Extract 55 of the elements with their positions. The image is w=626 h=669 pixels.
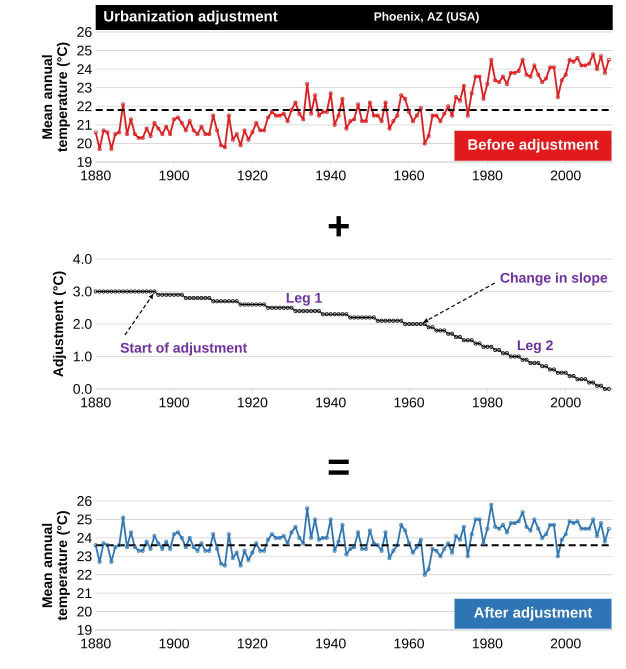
text: + bbox=[328, 216, 349, 236]
y-tick-label: 21 bbox=[77, 588, 92, 598]
x-tick-label: 1940 bbox=[316, 638, 346, 648]
x-tick-label: 1900 bbox=[160, 398, 190, 408]
y-tick-label: 2.0 bbox=[73, 319, 92, 329]
y-tick-label: 23 bbox=[77, 82, 92, 93]
x-tick-label: 1980 bbox=[472, 398, 502, 408]
y-axis-title: Adjustment (°C) bbox=[52, 272, 66, 377]
annotation: After adjustment bbox=[474, 606, 592, 621]
x-tick-label: 1980 bbox=[472, 170, 502, 180]
x-tick-label: 1980 bbox=[472, 638, 502, 648]
x-tick-label: 1960 bbox=[394, 170, 424, 180]
y-tick-label: 19 bbox=[78, 157, 92, 167]
x-tick-label: 1900 bbox=[160, 170, 190, 180]
annotation: Leg 1 bbox=[286, 293, 322, 306]
y-tick-label: 0.0 bbox=[73, 384, 92, 394]
x-tick-label: 1920 bbox=[238, 398, 268, 408]
annotation: Leg 2 bbox=[518, 340, 553, 354]
x-tick-label: 1920 bbox=[238, 170, 268, 180]
y-tick-label: 24 bbox=[77, 532, 92, 543]
y-tick-label: 21 bbox=[77, 120, 92, 130]
annotation: Change in slope bbox=[500, 272, 608, 286]
y-axis-title: Mean annual temperature (°C) bbox=[42, 511, 70, 620]
x-tick-label: 1920 bbox=[238, 638, 268, 648]
y-tick-label: 4.0 bbox=[73, 254, 92, 264]
annotation: Start of adjustment bbox=[120, 342, 248, 356]
x-tick-label: 1940 bbox=[316, 398, 346, 408]
y-axis-title: Mean annual temperature (°C) bbox=[42, 42, 70, 152]
x-tick-label: 1880 bbox=[81, 398, 111, 408]
x-tick-label: 1960 bbox=[394, 638, 424, 648]
y-tick-label: 24 bbox=[77, 64, 92, 74]
y-tick-label: 3.0 bbox=[73, 286, 92, 296]
chart-subtitle: Phoenix, AZ (USA) bbox=[374, 12, 479, 24]
y-tick-label: 23 bbox=[77, 551, 92, 562]
x-tick-label: 2000 bbox=[550, 398, 581, 408]
y-tick-label: 20 bbox=[77, 138, 92, 148]
x-tick-label: 1940 bbox=[316, 170, 346, 180]
y-tick-label: 25 bbox=[77, 514, 92, 524]
x-tick-label: 2000 bbox=[550, 638, 581, 648]
chart-title: Urbanization adjustment bbox=[104, 10, 278, 24]
text: = bbox=[328, 460, 349, 475]
x-tick-label: 2000 bbox=[550, 170, 581, 180]
x-tick-label: 1900 bbox=[160, 638, 190, 648]
annotation: Before adjustment bbox=[468, 138, 598, 153]
y-tick-label: 22 bbox=[77, 570, 92, 580]
x-tick-label: 1960 bbox=[394, 398, 424, 408]
y-tick-label: 26 bbox=[77, 496, 92, 506]
y-tick-label: 1.0 bbox=[74, 352, 92, 362]
y-tick-label: 22 bbox=[77, 101, 92, 112]
y-tick-label: 26 bbox=[77, 27, 92, 37]
y-tick-label: 25 bbox=[77, 46, 92, 56]
x-tick-label: 1880 bbox=[81, 638, 111, 648]
y-tick-label: 20 bbox=[77, 606, 92, 617]
x-tick-label: 1880 bbox=[81, 170, 111, 180]
y-tick-label: 19 bbox=[78, 625, 92, 635]
